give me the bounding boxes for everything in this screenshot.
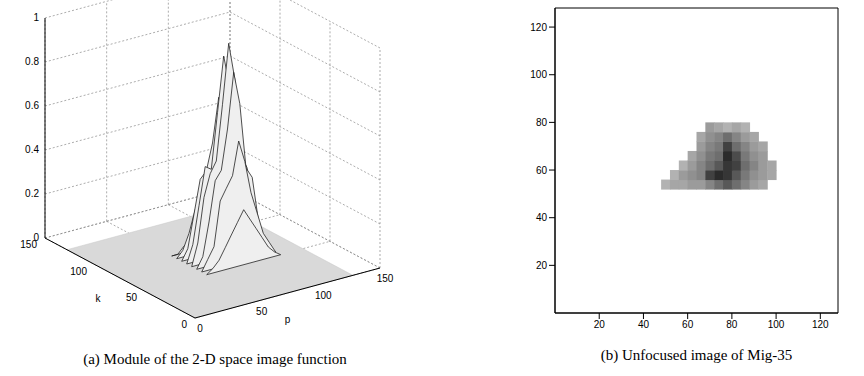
svg-text:80: 80	[726, 319, 738, 330]
svg-text:120: 120	[812, 319, 829, 330]
svg-text:50: 50	[126, 292, 138, 303]
svg-text:150: 150	[377, 273, 394, 284]
svg-text:p: p	[285, 314, 291, 325]
svg-text:80: 80	[536, 117, 548, 128]
svg-text:0.8: 0.8	[25, 56, 39, 67]
svg-text:0.2: 0.2	[25, 188, 39, 199]
svg-text:(a) Module of the 2-D space im: (a) Module of the 2-D space image functi…	[83, 351, 347, 368]
svg-text:60: 60	[682, 319, 694, 330]
svg-text:20: 20	[594, 319, 606, 330]
svg-text:100: 100	[530, 69, 547, 80]
svg-text:100: 100	[315, 290, 332, 301]
svg-text:100: 100	[768, 319, 785, 330]
svg-text:40: 40	[638, 319, 650, 330]
svg-text:0: 0	[197, 323, 203, 334]
svg-text:150: 150	[20, 239, 37, 250]
svg-text:0.4: 0.4	[25, 144, 39, 155]
svg-text:k: k	[96, 293, 102, 304]
svg-text:60: 60	[536, 165, 548, 176]
svg-text:20: 20	[536, 260, 548, 271]
svg-text:50: 50	[256, 306, 268, 317]
svg-text:100: 100	[70, 266, 87, 277]
svg-text:0.6: 0.6	[25, 100, 39, 111]
svg-text:40: 40	[536, 212, 548, 223]
svg-text:1: 1	[33, 12, 39, 23]
svg-text:120: 120	[530, 22, 547, 33]
html-text:(b) Unfocused image of Mig-35: (b) Unfocused image of Mig-35	[600, 347, 793, 363]
svg-text:0: 0	[181, 319, 187, 330]
svg-text:0: 0	[33, 232, 39, 243]
